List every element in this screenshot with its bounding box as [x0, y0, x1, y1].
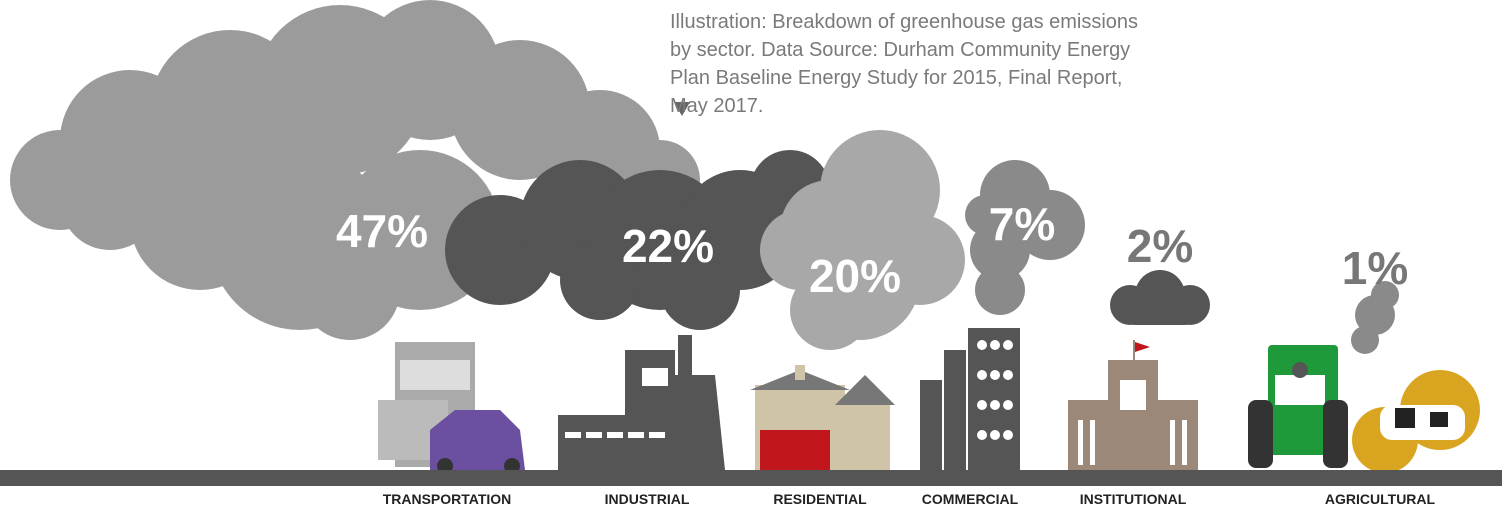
sector-label: COMMERCIAL — [922, 491, 1019, 507]
cloud-residential — [760, 130, 965, 350]
sector-percent: 1% — [1342, 242, 1408, 294]
sector-percent: 47% — [336, 205, 428, 257]
sector-label: INDUSTRIAL — [605, 491, 690, 507]
sector-label: INSTITUTIONAL — [1080, 491, 1187, 507]
sector-percent: 2% — [1127, 220, 1193, 272]
cloud-institutional — [1110, 270, 1210, 325]
farm — [1248, 345, 1480, 473]
pointer — [674, 102, 690, 116]
institution — [1068, 340, 1198, 470]
sector-percent: 20% — [809, 250, 901, 302]
sector-label: AGRICULTURAL — [1325, 491, 1436, 507]
sector-percent: 7% — [989, 198, 1055, 250]
caption: Illustration: Breakdown of greenhouse ga… — [670, 11, 1139, 117]
office-towers — [920, 328, 1020, 470]
factory — [558, 335, 725, 470]
cloud-commercial — [965, 160, 1085, 315]
house — [750, 365, 895, 470]
sector-label: RESIDENTIAL — [773, 491, 867, 507]
cloud-agricultural — [1351, 281, 1399, 354]
sector-percent: 22% — [622, 220, 714, 272]
sector-label: TRANSPORTATION — [383, 491, 512, 507]
cloud-industrial — [445, 150, 830, 330]
truck-and-car — [378, 342, 525, 474]
ground — [0, 470, 1502, 486]
